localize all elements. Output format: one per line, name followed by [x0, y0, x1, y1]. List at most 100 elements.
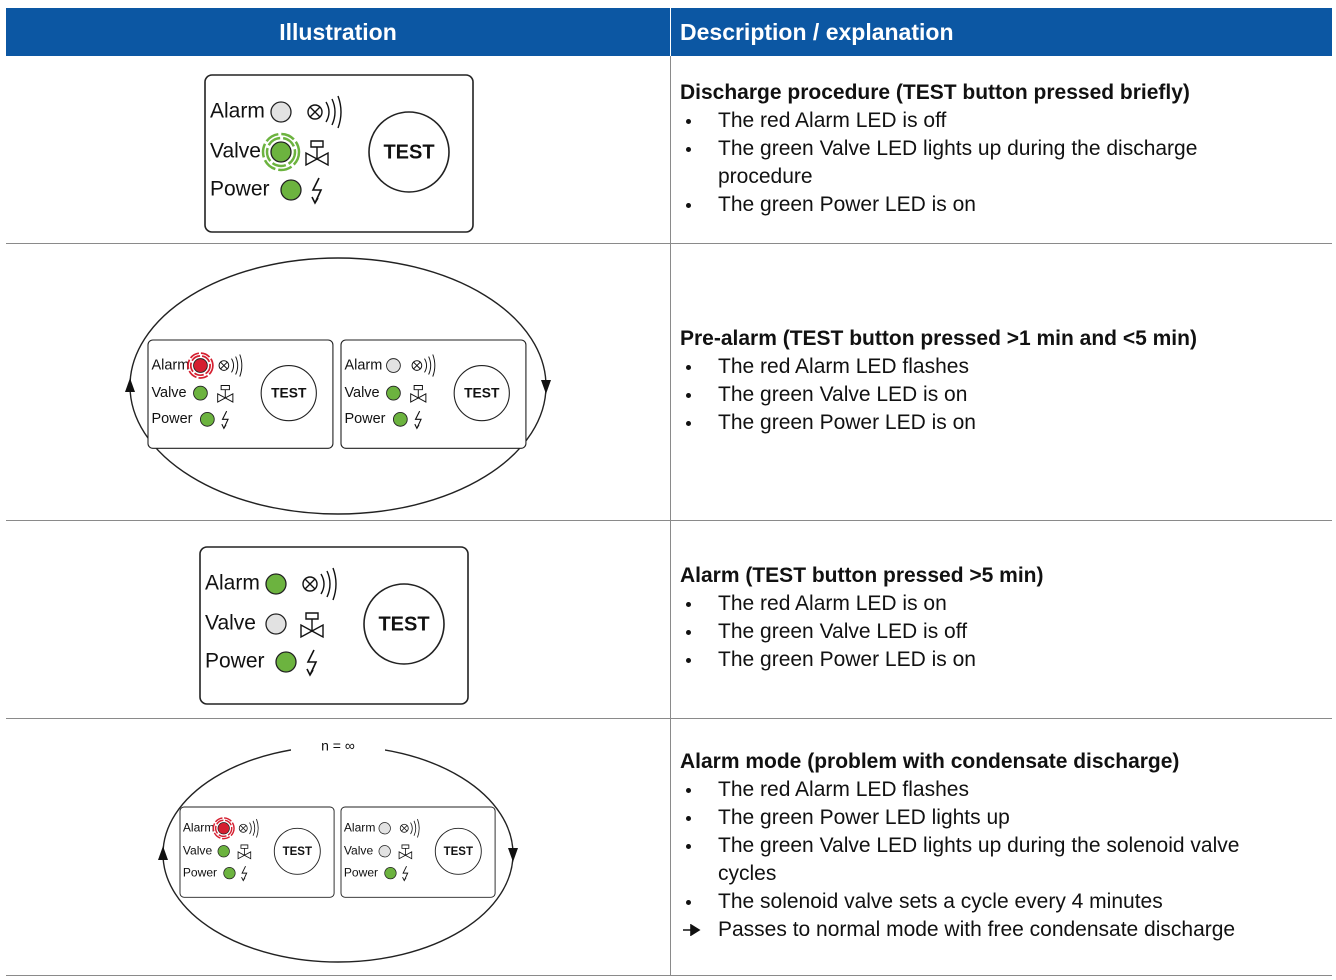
control-panel: Alarm Valve Power TEST	[147, 339, 334, 449]
illustration: Alarm Valve Power TEST Alarm Valve Power TEST	[125, 257, 551, 515]
header-cell: Description / explanation	[671, 8, 1332, 56]
led	[223, 867, 236, 880]
led-label: Power	[151, 411, 192, 427]
bullet-item: The green Power LED is on	[680, 646, 1280, 674]
led	[217, 845, 230, 858]
icon	[237, 844, 252, 860]
led-label: Power	[183, 865, 217, 879]
row-title: Pre-alarm (TEST button pressed >1 min an…	[680, 326, 1197, 350]
test-button	[434, 827, 482, 875]
control-panel: Alarm Valve Power TEST	[204, 74, 474, 233]
illustration-cell: Alarm Valve Power TEST	[6, 520, 671, 718]
led	[280, 179, 302, 201]
description-cell: Alarm mode (problem with condensate disc…	[680, 718, 1280, 975]
led-label: Valve	[151, 385, 186, 401]
icon	[231, 358, 235, 373]
led	[275, 651, 297, 673]
icon	[302, 576, 318, 592]
led-label: Power	[205, 650, 265, 673]
arrow-icon	[683, 923, 701, 936]
bullet-list: The red Alarm LED flashes The green Valve…	[680, 353, 1280, 437]
bullet-item: The green Valve LED lights up during the…	[680, 832, 1280, 888]
illustration-cell: n = ∞ Alarm Valve Power TEST Alarm Valve Power T…	[6, 718, 671, 975]
icon	[306, 649, 318, 677]
icon	[311, 177, 323, 205]
led	[384, 867, 397, 880]
test-button	[273, 827, 321, 875]
led-label: Alarm	[205, 572, 260, 595]
led	[199, 412, 215, 427]
bullet-list: The red Alarm LED is on The green Valve L…	[680, 590, 1280, 674]
button-label: TEST	[271, 385, 307, 400]
control-panel: Alarm Valve Power TEST	[340, 339, 527, 449]
illustration: Alarm Valve Power TEST	[199, 546, 469, 705]
description-cell: Pre-alarm (TEST button pressed >1 min an…	[680, 243, 1280, 520]
icon	[410, 385, 427, 403]
row-title: Discharge procedure (TEST button pressed…	[680, 80, 1190, 104]
led	[217, 822, 230, 835]
led-flash	[265, 136, 297, 168]
led	[270, 141, 292, 163]
icon	[402, 866, 409, 882]
arrow-head	[541, 380, 551, 394]
icon	[249, 822, 252, 835]
led-label: Power	[344, 865, 378, 879]
led-label: Valve	[183, 843, 213, 857]
led	[378, 845, 391, 858]
icon	[235, 356, 239, 375]
led	[265, 613, 287, 635]
led-flash	[261, 132, 301, 172]
icon	[309, 106, 321, 118]
icon	[238, 823, 248, 833]
led-label: Alarm	[344, 357, 382, 373]
row-title: Alarm (TEST button pressed >5 min)	[680, 564, 1044, 587]
illustration-cell: Alarm Valve Power TEST Alarm Valve Power TEST	[6, 243, 671, 520]
icon	[320, 573, 325, 595]
arrow-head	[125, 378, 135, 392]
bullet-item: The green Valve LED lights up during the…	[680, 135, 1280, 191]
bullet-item: The red Alarm LED is on	[680, 590, 1280, 618]
button-label: TEST	[283, 846, 312, 858]
led-label: Alarm	[344, 820, 376, 834]
illustration: n = ∞ Alarm Valve Power TEST Alarm Valve Power T…	[158, 736, 518, 963]
test-button	[260, 364, 317, 422]
led-label: Valve	[205, 612, 256, 635]
icon	[413, 820, 417, 836]
icon	[401, 825, 408, 832]
icon	[305, 140, 329, 167]
bullet-item: The red Alarm LED is off	[680, 107, 1280, 135]
led-flash	[189, 355, 211, 377]
test-button	[453, 364, 510, 422]
icon	[307, 104, 323, 120]
led-flash	[187, 352, 214, 379]
icon	[332, 567, 337, 601]
button-label: TEST	[378, 613, 429, 635]
led-flash	[214, 819, 233, 838]
icon	[399, 823, 409, 833]
icon	[218, 360, 230, 371]
icon	[398, 844, 413, 860]
arrow	[683, 923, 701, 936]
arrow-head	[508, 848, 518, 862]
led-flash	[212, 817, 235, 840]
table-row: Alarm Valve Power TEST Alarm Valve Power TEST Pr…	[6, 243, 1332, 521]
bullet-item: The green Power LED is on	[680, 191, 1280, 219]
bullet-item: The green Power LED is on	[680, 409, 1280, 437]
icon	[410, 822, 413, 835]
led	[265, 573, 287, 595]
icon	[217, 385, 234, 403]
icon	[252, 820, 256, 836]
illustration-cell: Alarm Valve Power TEST	[6, 56, 671, 243]
icon	[331, 98, 336, 126]
led-label: Power	[210, 178, 270, 201]
led-label: Valve	[344, 843, 374, 857]
bullet-item: The solenoid valve sets a cycle every 4 …	[680, 888, 1280, 916]
icon	[428, 356, 432, 375]
icon	[411, 360, 423, 371]
loop-label: n = ∞	[321, 738, 355, 754]
description-cell: Discharge procedure (TEST button pressed…	[680, 56, 1280, 243]
icon	[326, 570, 331, 598]
icon	[417, 818, 420, 838]
icon	[220, 361, 228, 370]
